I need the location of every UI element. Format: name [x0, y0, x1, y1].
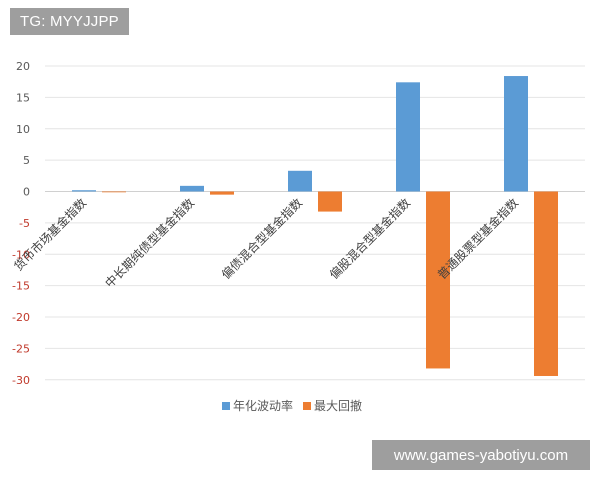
y-tick-label: -25: [12, 342, 30, 355]
watermark-top-left: TG: MYYJJPP: [10, 8, 129, 35]
bar-volatility: [396, 82, 420, 192]
legend-swatch-volatility: [222, 401, 230, 410]
y-tick-label: 0: [23, 186, 30, 199]
x-category-label: 中长期纯债型基金指数: [102, 195, 197, 290]
x-category-label: 偏债混合型基金指数: [218, 195, 305, 282]
bar-volatility: [504, 76, 528, 192]
legend-label-volatility: 年化波动率: [233, 399, 294, 413]
legend-swatch-drawdown: [303, 401, 312, 410]
bar-volatility: [180, 185, 204, 192]
chart-legend: 年化波动率 最大回撤: [222, 397, 362, 414]
watermark-bottom-right: www.games-yabotiyu.com: [372, 440, 590, 470]
bar-drawdown: [318, 191, 342, 212]
y-tick-label: -5: [19, 217, 30, 230]
gridlines: [45, 65, 585, 381]
y-tick-label: 5: [23, 154, 30, 167]
bar-drawdown: [426, 191, 450, 369]
y-tick-label: 15: [16, 91, 30, 104]
y-tick-label: -30: [12, 374, 30, 387]
y-tick-label: 20: [16, 60, 30, 73]
legend-item-drawdown: 最大回撤: [303, 397, 362, 414]
y-tick-label: -10: [12, 248, 30, 261]
x-category-label: 货币市场基金指数: [11, 195, 89, 273]
bar-volatility: [288, 170, 312, 192]
bar-drawdown: [534, 191, 558, 376]
y-tick-label: -15: [12, 280, 30, 293]
bar-drawdown: [210, 191, 234, 195]
y-axis-ticks: 20 15 10 5 0 -5 -10 -15 -20 -25 -30: [12, 60, 30, 387]
bar-volatility: [72, 190, 96, 192]
legend-label-drawdown: 最大回撤: [314, 399, 363, 413]
y-tick-label: 10: [16, 123, 30, 136]
bar-drawdown: [102, 191, 126, 193]
bars: [72, 76, 558, 376]
legend-item-volatility: 年化波动率: [222, 397, 293, 414]
y-tick-label: -20: [12, 311, 30, 324]
